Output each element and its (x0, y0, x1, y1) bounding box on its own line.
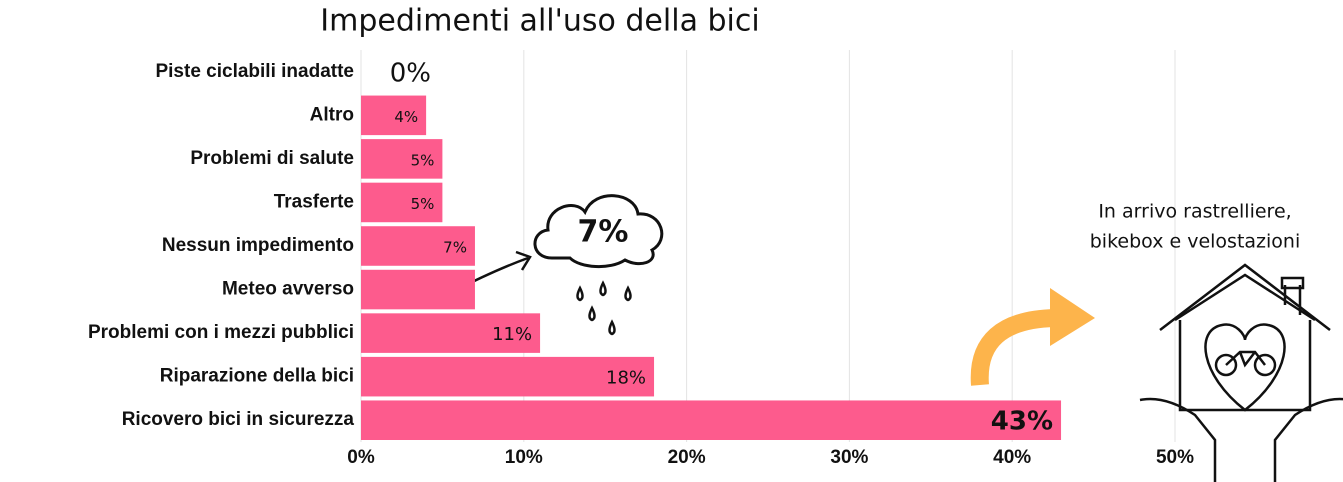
bar (361, 269, 475, 310)
value-label: 4% (394, 108, 418, 126)
category-label: Nessun impedimento (162, 235, 354, 256)
house-icon (1139, 263, 1343, 482)
cloud-value-label: 7% (578, 215, 629, 250)
category-label: Altro (310, 104, 354, 125)
annotation: In arrivo rastrelliere, (1098, 201, 1291, 223)
category-label: Meteo avverso (222, 279, 354, 300)
category-label: Problemi di salute (190, 148, 354, 169)
bar (361, 139, 443, 179)
category-label: Riparazione della bici (160, 366, 354, 387)
category-label: Trasferte (274, 191, 354, 212)
category-label: Ricovero bici in sicurezza (122, 409, 355, 430)
x-tick-label: 0% (347, 447, 375, 468)
bar (361, 182, 443, 223)
value-label: 43% (991, 407, 1053, 437)
value-label: 5% (411, 195, 435, 213)
value-label: 0% (390, 58, 431, 88)
rain-drops (576, 280, 632, 336)
bar (361, 400, 1062, 440)
x-tick-label: 10% (505, 447, 543, 468)
bar (361, 313, 541, 353)
value-label: 11% (492, 324, 532, 345)
value-label: 18% (606, 368, 646, 389)
chart-title: Impedimenti all'uso della bici (320, 4, 759, 39)
x-tick-label: 40% (993, 447, 1031, 468)
annotation: bikebox e velostazioni (1090, 231, 1301, 253)
value-label: 5% (411, 151, 435, 169)
orange-arrow (970, 309, 1056, 386)
category-label: Piste ciclabili inadatte (155, 61, 354, 82)
x-tick-label: 20% (668, 447, 706, 468)
bar (361, 226, 475, 266)
cloud-icon (533, 194, 664, 268)
x-tick-label: 30% (830, 447, 868, 468)
bar (361, 95, 427, 136)
orange-arrow-head (1050, 288, 1095, 346)
value-label: 7% (443, 239, 467, 257)
bar (361, 356, 655, 397)
x-tick-label: 50% (1156, 447, 1194, 468)
arrow-head (515, 250, 532, 271)
category-label: Problemi con i mezzi pubblici (88, 322, 354, 343)
